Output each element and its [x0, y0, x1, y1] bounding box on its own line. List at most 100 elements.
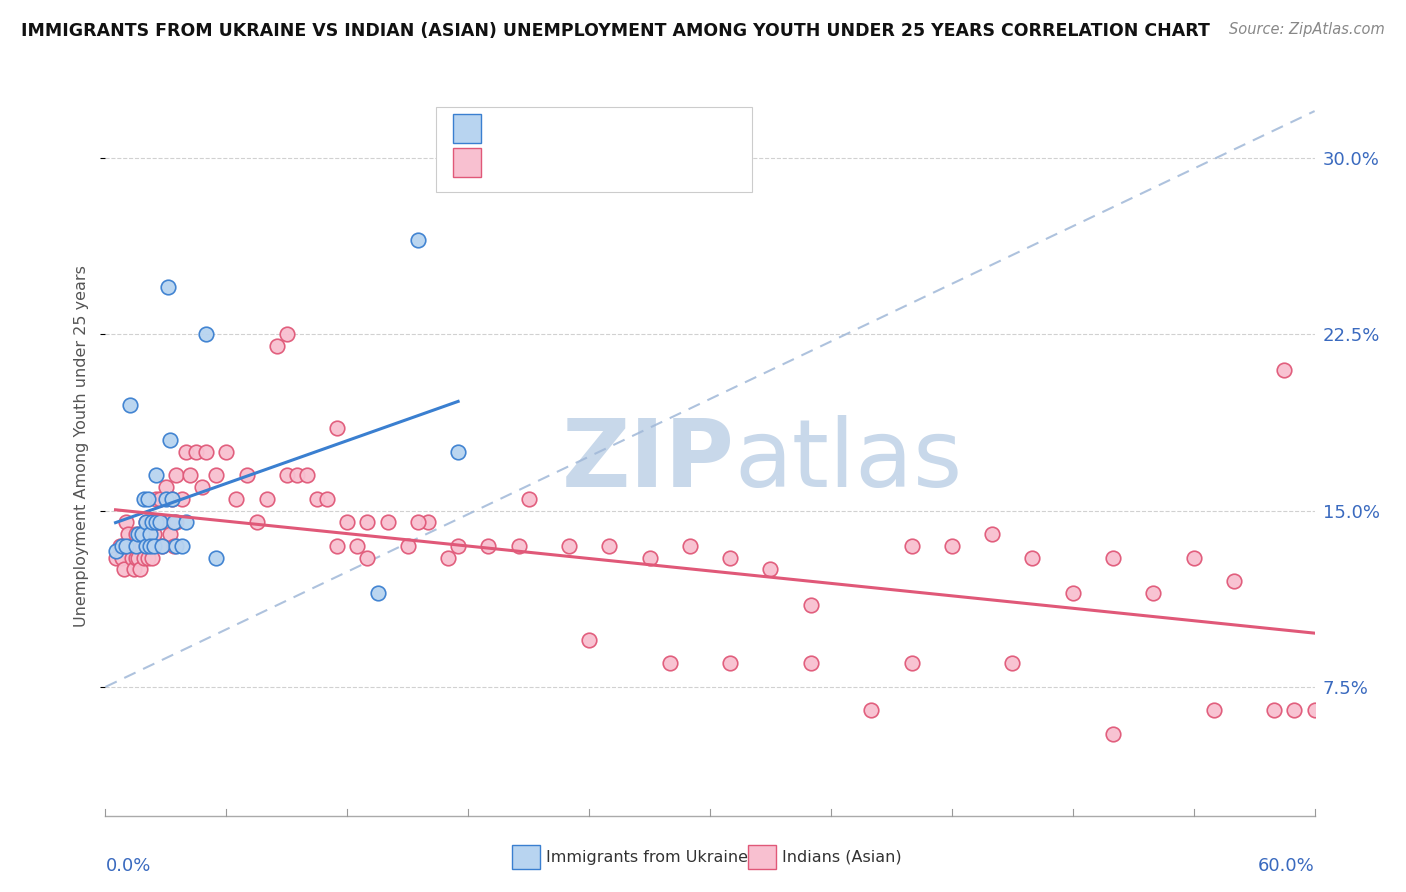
Text: ZIP: ZIP: [561, 415, 734, 507]
Point: [1142, 586, 1164, 600]
Point: [170, 539, 193, 553]
Point: [114, 516, 136, 530]
Point: [132, 491, 155, 506]
Point: [800, 657, 823, 671]
Point: [396, 539, 419, 553]
Point: [131, 527, 153, 541]
Point: [1102, 550, 1125, 565]
Point: [110, 539, 132, 553]
Point: [141, 516, 163, 530]
Point: [336, 516, 359, 530]
Y-axis label: Unemployment Among Youth under 25 years: Unemployment Among Youth under 25 years: [75, 265, 90, 627]
Point: [139, 539, 162, 553]
Point: [195, 327, 218, 342]
Point: [266, 339, 288, 353]
Text: N =: N =: [598, 154, 628, 172]
Point: [179, 468, 201, 483]
Point: [598, 539, 620, 553]
Point: [416, 516, 439, 530]
Point: [132, 550, 155, 565]
Point: [860, 703, 883, 717]
Point: [150, 539, 173, 553]
Point: [118, 398, 141, 412]
Point: [326, 539, 349, 553]
Point: [508, 539, 530, 553]
Point: [1021, 550, 1043, 565]
Point: [225, 491, 247, 506]
Point: [145, 468, 167, 483]
Point: [155, 480, 177, 494]
Point: [160, 491, 183, 506]
Point: [759, 562, 782, 576]
Point: [145, 516, 167, 530]
Text: 107: 107: [644, 154, 679, 172]
Point: [366, 586, 388, 600]
Point: [114, 539, 136, 553]
Point: [981, 527, 1004, 541]
Point: [124, 539, 148, 553]
Point: [104, 550, 127, 565]
Point: [1202, 703, 1225, 717]
Text: N =: N =: [598, 120, 628, 138]
Point: [1062, 586, 1084, 600]
Text: IMMIGRANTS FROM UKRAINE VS INDIAN (ASIAN) UNEMPLOYMENT AMONG YOUTH UNDER 25 YEAR: IMMIGRANTS FROM UKRAINE VS INDIAN (ASIAN…: [21, 22, 1211, 40]
Point: [159, 527, 181, 541]
Point: [142, 539, 165, 553]
Point: [356, 550, 378, 565]
Point: [118, 539, 141, 553]
Point: [215, 445, 238, 459]
Point: [165, 516, 187, 530]
Point: [146, 516, 169, 530]
Point: [112, 562, 135, 576]
Point: [900, 657, 922, 671]
Point: [191, 480, 214, 494]
Point: [406, 516, 429, 530]
Point: [377, 516, 399, 530]
Point: [256, 491, 278, 506]
Point: [142, 527, 165, 541]
Point: [718, 550, 741, 565]
Point: [285, 468, 308, 483]
Point: [128, 562, 150, 576]
Point: [117, 527, 139, 541]
Point: [346, 539, 368, 553]
Point: [135, 516, 157, 530]
Point: [135, 527, 157, 541]
Point: [800, 598, 823, 612]
Point: [195, 445, 218, 459]
Point: [131, 527, 153, 541]
Point: [108, 539, 131, 553]
Point: [136, 491, 159, 506]
Text: 0.0%: 0.0%: [105, 857, 150, 875]
Text: 32: 32: [644, 120, 668, 138]
Text: R =: R =: [488, 120, 519, 138]
Point: [131, 539, 153, 553]
Point: [235, 468, 257, 483]
Point: [1223, 574, 1246, 589]
Point: [246, 516, 269, 530]
Text: Immigrants from Ukraine: Immigrants from Ukraine: [546, 850, 748, 864]
Point: [139, 516, 162, 530]
Point: [205, 468, 228, 483]
Point: [165, 539, 187, 553]
Text: R =: R =: [488, 154, 519, 172]
Text: Source: ZipAtlas.com: Source: ZipAtlas.com: [1229, 22, 1385, 37]
Point: [150, 539, 173, 553]
Point: [1284, 703, 1306, 717]
Point: [149, 516, 172, 530]
Point: [124, 539, 148, 553]
Text: -0.095: -0.095: [534, 154, 593, 172]
Point: [276, 327, 298, 342]
Point: [1102, 727, 1125, 741]
Point: [679, 539, 702, 553]
Point: [356, 516, 378, 530]
Point: [163, 516, 186, 530]
Point: [276, 468, 298, 483]
Point: [1274, 362, 1296, 376]
Point: [165, 468, 187, 483]
Point: [145, 516, 167, 530]
Point: [139, 527, 162, 541]
Point: [121, 550, 143, 565]
Point: [139, 539, 162, 553]
Point: [114, 539, 136, 553]
